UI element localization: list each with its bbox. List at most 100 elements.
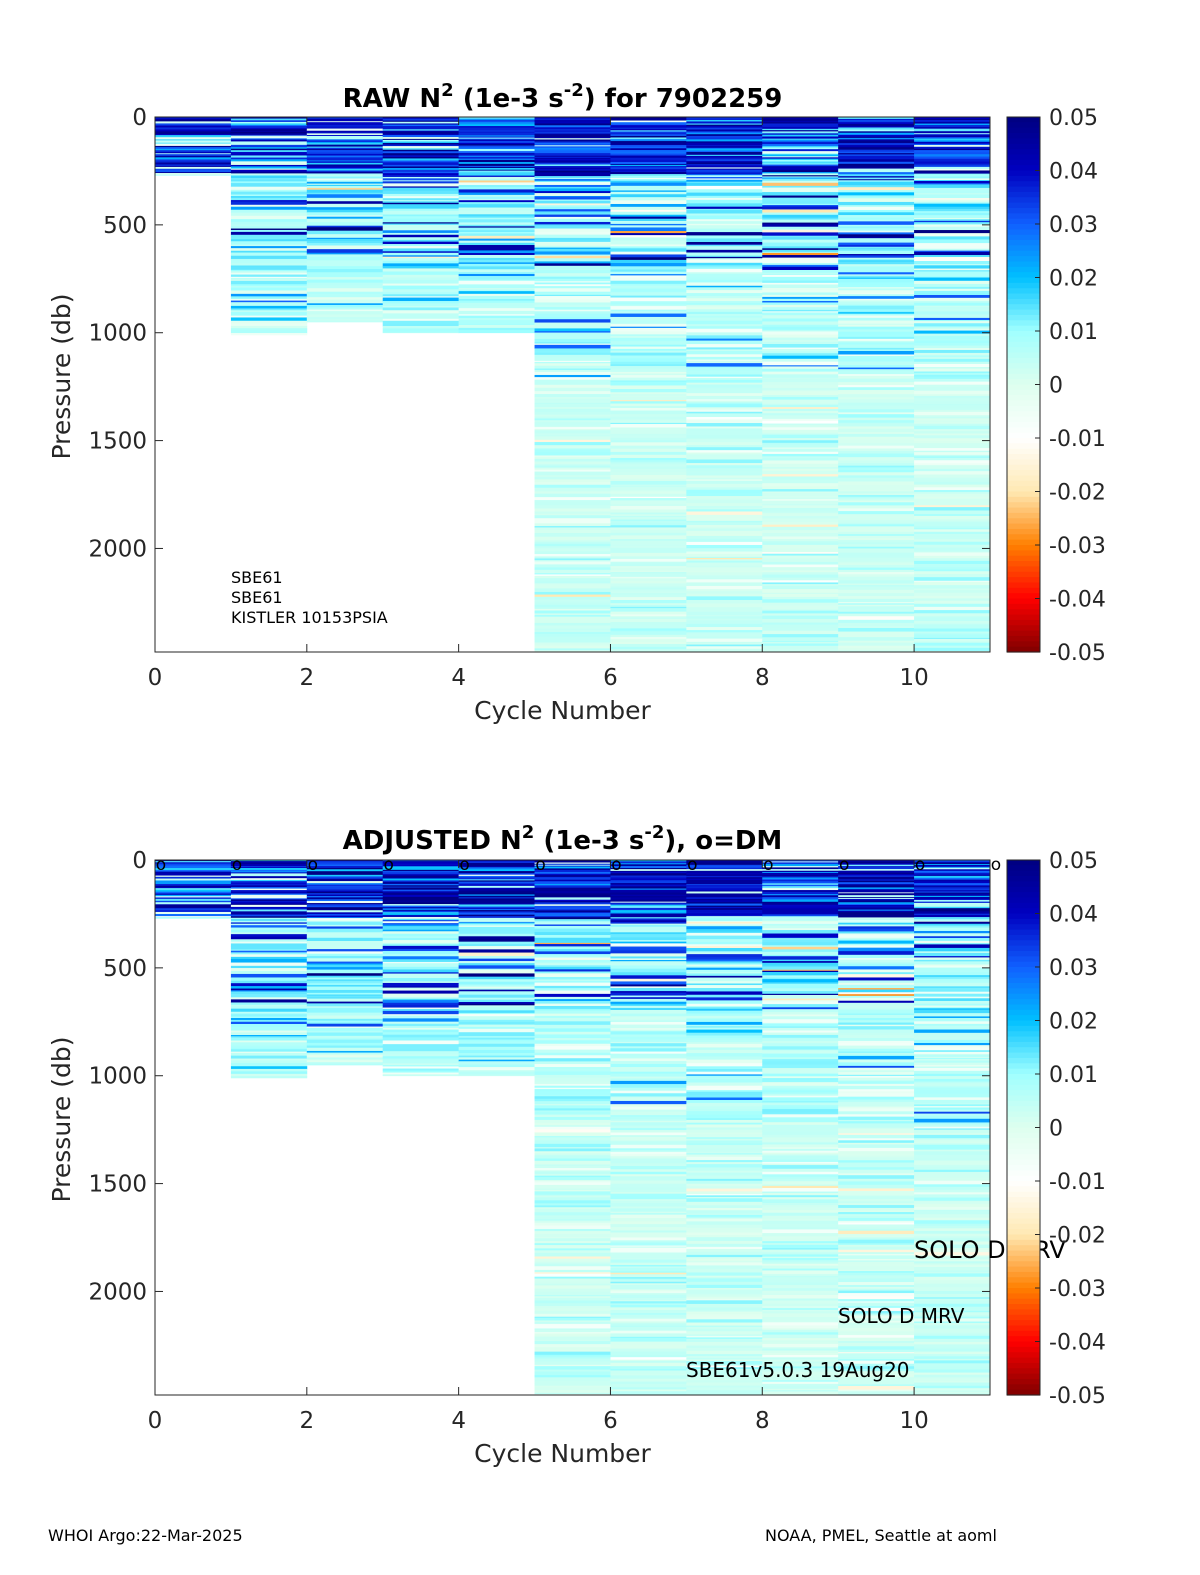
panel1-cell-cycle-10 [914, 420, 991, 423]
panel1-cell-cycle-7 [686, 146, 763, 149]
panel2-cell-cycle-9 [838, 884, 915, 886]
panel1-cell-cycle-8 [762, 610, 839, 614]
panel2-cell-cycle-5 [534, 942, 611, 945]
panel1-cell-cycle-3 [382, 330, 460, 333]
panel1-cell-cycle-7 [686, 317, 763, 322]
panel2-colorbar-segment [1007, 1239, 1040, 1246]
panel1-cell-cycle-6 [610, 608, 687, 613]
panel1-cell-cycle-8 [762, 387, 839, 391]
panel1-cell-cycle-8 [762, 589, 839, 594]
panel2-cell-cycle-7 [686, 947, 763, 952]
panel2-cell-cycle-4 [458, 944, 535, 947]
panel1-cell-cycle-0 [155, 162, 232, 164]
panel2-cell-cycle-9 [838, 867, 915, 870]
panel2-cell-cycle-8 [762, 1099, 839, 1102]
panel1-cell-cycle-6 [610, 148, 687, 151]
panel1-cell-cycle-7 [686, 242, 763, 244]
panel2-cell-cycle-1 [230, 949, 308, 952]
panel2-cell-cycle-7 [686, 924, 763, 927]
panel2-cell-cycle-8 [762, 872, 839, 876]
panel2-cell-cycle-3 [382, 972, 460, 974]
panel2-cell-cycle-8 [762, 1027, 839, 1031]
panel1-cell-cycle-5 [534, 412, 611, 416]
panel1-cell-cycle-5 [534, 149, 611, 152]
panel1-xtick-label: 2 [299, 665, 314, 691]
panel2-cell-cycle-2 [306, 881, 384, 884]
panel2-cell-cycle-10 [914, 1122, 991, 1125]
panel1-cell-cycle-4 [458, 227, 535, 231]
panel1-cell-cycle-9 [838, 354, 915, 357]
panel1-cell-cycle-3 [382, 332, 460, 334]
panel1-cell-cycle-7 [686, 127, 763, 130]
panel1-cell-cycle-2 [306, 249, 384, 254]
panel1-colorbar-segment [1007, 486, 1040, 493]
panel2-cell-cycle-8 [762, 1049, 839, 1052]
panel1-cell-cycle-10 [914, 206, 991, 210]
panel1-colorbar-tick-label: 0.04 [1049, 160, 1098, 185]
panel1-cell-cycle-9 [838, 154, 915, 156]
panel2-cell-cycle-0 [155, 863, 232, 866]
panel1-cell-cycle-4 [458, 167, 535, 171]
panel2-cell-cycle-5 [534, 1233, 611, 1238]
panel2-cell-cycle-9 [838, 898, 915, 900]
panel1-cell-cycle-10 [914, 361, 991, 365]
panel2-cell-cycle-5 [534, 1003, 611, 1007]
panel1-cell-cycle-5 [534, 117, 611, 120]
panel1-cell-cycle-6 [610, 480, 687, 485]
panel2-cell-cycle-3 [382, 880, 460, 883]
panel2-cell-cycle-9 [838, 1067, 915, 1071]
panel1-cell-cycle-9 [838, 168, 915, 172]
panel2-colorbar-segment [1007, 1378, 1040, 1385]
panel1-cell-cycle-8 [762, 403, 839, 405]
panel2-cell-cycle-4 [458, 999, 535, 1003]
panel2-cell-cycle-7 [686, 1345, 763, 1349]
panel2-cell-cycle-10 [914, 1184, 991, 1188]
panel1-cell-cycle-7 [686, 148, 763, 151]
panel1-cell-cycle-6 [610, 127, 687, 130]
panel2-cell-cycle-6 [610, 1271, 687, 1274]
panel2-cell-cycle-10 [914, 900, 991, 903]
panel2-cell-cycle-5 [534, 1181, 611, 1183]
panel1-cell-cycle-5 [534, 139, 611, 142]
panel2-cell-cycle-5 [534, 1207, 611, 1210]
panel2-cell-cycle-8 [762, 930, 839, 934]
panel1-cell-cycle-8 [762, 123, 839, 127]
panel2-cell-cycle-8 [762, 1134, 839, 1138]
panel2-cell-cycle-8 [762, 1087, 839, 1090]
panel1-cell-cycle-10 [914, 261, 991, 265]
panel1-colorbar-segment [1007, 598, 1040, 605]
panel2-cell-cycle-2 [306, 878, 384, 882]
panel2-cell-cycle-5 [534, 932, 611, 936]
panel1-cell-cycle-7 [686, 374, 763, 378]
panel2-colorbar-tick-label: 0.02 [1049, 1010, 1098, 1035]
panel2-cell-cycle-2 [306, 890, 384, 893]
panel1-cell-cycle-6 [610, 523, 687, 526]
panel2-cell-cycle-2 [306, 893, 384, 896]
panel2-cell-cycle-8 [762, 910, 839, 914]
panel1-cell-cycle-5 [534, 464, 611, 467]
panel1-cell-cycle-9 [838, 502, 915, 506]
panel1-cell-cycle-7 [686, 632, 763, 636]
panel2-cell-cycle-9 [838, 1315, 915, 1319]
panel1-cell-cycle-10 [914, 624, 991, 629]
panel2-cell-cycle-8 [762, 1376, 839, 1381]
panel2-cell-cycle-5 [534, 1269, 611, 1273]
panel1-cell-cycle-7 [686, 324, 763, 327]
panel2-cell-cycle-5 [534, 1017, 611, 1022]
panel2-cell-cycle-5 [534, 891, 611, 894]
panel1-cell-cycle-7 [686, 634, 763, 637]
panel1-colorbar-segment [1007, 325, 1040, 332]
panel2-colorbar-segment [1007, 1052, 1040, 1059]
panel1-cell-cycle-7 [686, 311, 763, 313]
panel2-cell-cycle-3 [382, 909, 460, 912]
panel1-cell-cycle-5 [534, 263, 611, 267]
panel1-cell-cycle-6 [610, 257, 687, 261]
panel1-cell-cycle-9 [838, 250, 915, 255]
panel1-colorbar-segment [1007, 470, 1040, 477]
panel1-cell-cycle-9 [838, 574, 915, 578]
panel1-cell-cycle-7 [686, 131, 763, 134]
panel1-cell-cycle-10 [914, 477, 991, 481]
panel1-colorbar-segment [1007, 395, 1040, 402]
panel2-cell-cycle-10 [914, 1107, 991, 1111]
panel1-cell-cycle-10 [914, 280, 991, 285]
